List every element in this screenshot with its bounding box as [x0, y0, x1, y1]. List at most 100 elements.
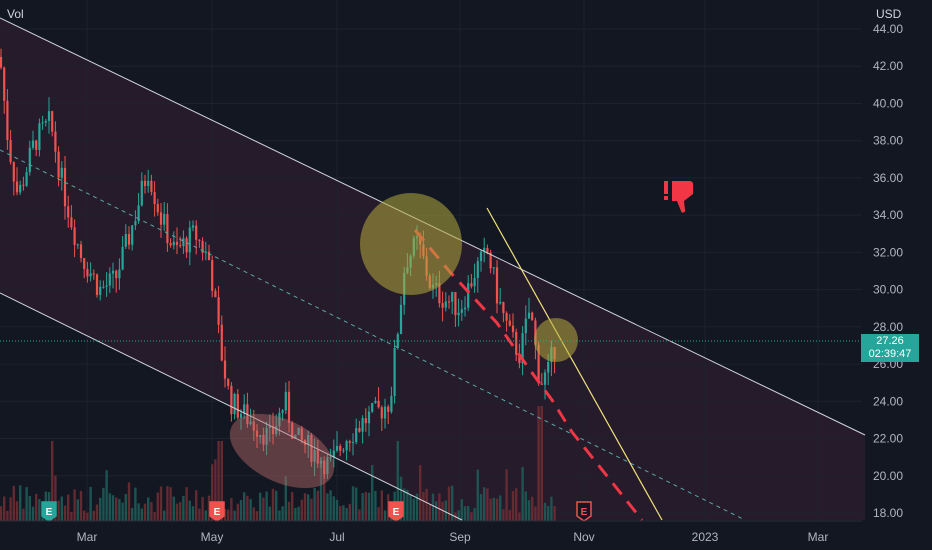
candle-body [25, 172, 28, 186]
volume-bar [329, 490, 332, 521]
volume-bar [35, 493, 38, 521]
candle-body [198, 239, 201, 241]
countdown-value: 02:39:47 [868, 348, 912, 360]
candle-body [294, 434, 297, 439]
volume-bar [438, 493, 441, 521]
candle-body [3, 67, 6, 101]
earnings-marker-label: E [214, 507, 221, 518]
candle-body [159, 212, 163, 225]
volume-bar [150, 502, 153, 521]
volume-bar [495, 498, 499, 521]
volume-bar [364, 491, 367, 521]
candle-body [460, 309, 463, 313]
candle-body [310, 435, 313, 462]
earnings-marker[interactable]: E [576, 501, 592, 522]
candle-body [76, 244, 79, 246]
y-tick-label: 18.00 [873, 506, 903, 520]
x-tick-label: Sep [449, 530, 471, 544]
volume-bar [460, 499, 463, 521]
earnings-marker[interactable]: E [41, 501, 57, 522]
candle-body [495, 267, 499, 304]
volume-bar [435, 501, 438, 521]
volume-bar [201, 497, 204, 521]
y-axis: 44.00 42.00 40.00 38.00 36.00 34.00 32.00 30.00… [873, 22, 903, 520]
candle-body [156, 203, 159, 213]
volume-bar [185, 487, 188, 521]
earnings-marker[interactable]: E [388, 501, 404, 522]
volume-bar [553, 506, 556, 521]
y-tick-label: 28.00 [873, 320, 903, 334]
volume-bar [543, 502, 547, 521]
volume-bar [339, 505, 342, 521]
volume-bar [143, 503, 147, 521]
volume-bar [422, 491, 425, 521]
candle-body [86, 268, 89, 277]
volume-bar [291, 492, 294, 521]
volume-bar [518, 512, 521, 521]
earnings-marker[interactable]: E [209, 501, 225, 522]
candle-body [207, 251, 211, 261]
volume-bar [121, 502, 124, 521]
earnings-marker-label: E [393, 507, 400, 518]
volume-bar [476, 469, 479, 521]
volume-bar [332, 496, 335, 521]
volume-bar [191, 506, 195, 521]
volume-bar [271, 488, 275, 521]
volume-bar [294, 507, 297, 521]
candle-body [531, 312, 534, 321]
volume-bar [323, 459, 326, 521]
volume-bar [60, 496, 63, 521]
volume-bar [73, 489, 76, 521]
candle-body [227, 378, 230, 386]
volume-bar [188, 500, 191, 521]
candle-body [31, 140, 35, 148]
volume-bar [28, 496, 31, 521]
candle-body [543, 372, 547, 385]
volume-bar [179, 502, 182, 521]
x-tick-label: Nov [573, 530, 594, 544]
candle-body [124, 234, 127, 247]
volume-bar [182, 495, 185, 521]
candle-body [115, 270, 118, 279]
volume-bar [15, 501, 19, 521]
thumbs-down-icon[interactable] [664, 181, 693, 213]
volume-bar [70, 511, 73, 521]
volume-bar [463, 506, 467, 521]
volume-bar [57, 500, 60, 521]
highlight-circle-top [360, 193, 462, 295]
volume-bar [153, 512, 156, 521]
volume-label: Vol [7, 7, 24, 21]
candle-body [371, 402, 374, 412]
candle-body [236, 394, 239, 418]
candle-body [307, 435, 310, 445]
volume-bar [380, 490, 383, 521]
volume-bar [281, 506, 284, 521]
candle-body [319, 461, 323, 464]
candle-body [233, 394, 236, 415]
volume-bar [246, 495, 249, 521]
earnings-marker-label: E [46, 507, 53, 518]
volume-bar [134, 487, 137, 521]
candle-body [540, 383, 543, 385]
volume-bar [163, 510, 166, 521]
volume-bar [511, 490, 515, 521]
candle-body [364, 418, 367, 424]
candle-body [457, 312, 460, 316]
volume-bar [79, 490, 83, 521]
candle-body [278, 412, 281, 427]
candle-body [214, 290, 217, 298]
volume-bar [479, 494, 483, 521]
candle-body [284, 391, 287, 411]
candle-body [537, 344, 540, 384]
candle-body [438, 283, 441, 304]
volume-bar [345, 508, 348, 521]
volume-bar [351, 486, 355, 521]
x-tick-label: Mar [808, 530, 829, 544]
volume-bar [441, 501, 444, 521]
volume-bar [259, 492, 262, 521]
candle-body [175, 241, 179, 246]
x-tick-label: Mar [77, 530, 98, 544]
candle-body [147, 180, 150, 186]
